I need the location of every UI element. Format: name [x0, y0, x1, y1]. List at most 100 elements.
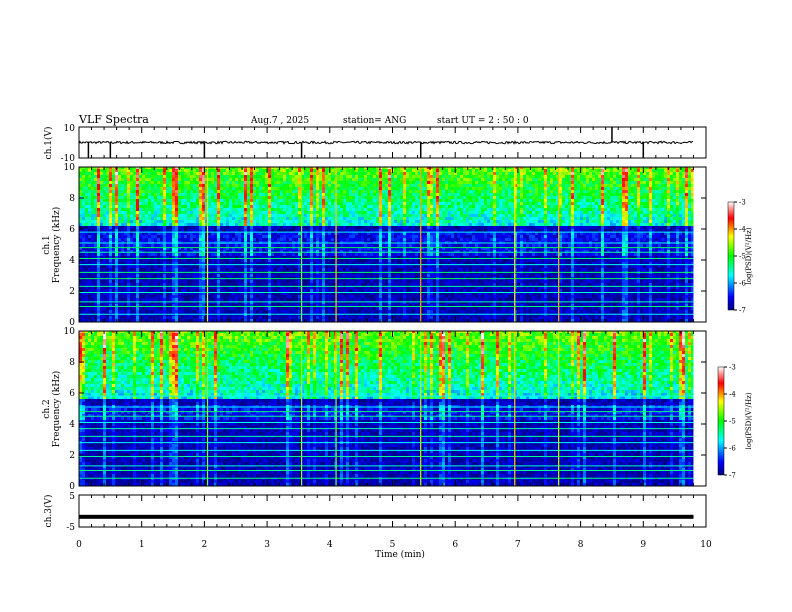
- spectrogram-cell: [85, 205, 88, 208]
- spectrogram-cell: [358, 289, 361, 292]
- spectrogram-cell: [271, 289, 274, 292]
- spectrogram-cell: [109, 307, 112, 310]
- spectrogram-cell: [91, 319, 94, 322]
- spectrogram-cell: [91, 256, 94, 259]
- spectrogram-cell: [283, 307, 286, 310]
- spectrogram-cell: [205, 229, 208, 232]
- spectrogram-cell: [313, 232, 316, 235]
- spectrogram-cell: [160, 202, 163, 205]
- spectrogram-cell: [331, 298, 334, 301]
- spectrogram-cell: [307, 280, 310, 283]
- spectrogram-cell: [265, 310, 268, 313]
- spectrogram-cell: [112, 316, 115, 319]
- spectrogram-cell: [271, 169, 274, 172]
- spectrogram-cell: [82, 220, 85, 223]
- spectrogram-cell: [160, 172, 163, 175]
- spectrogram-cell: [121, 169, 124, 172]
- spectrogram-cell: [181, 217, 184, 220]
- spectrogram-cell: [121, 196, 124, 199]
- spectrogram-cell: [229, 238, 232, 241]
- spectrogram-cell: [124, 247, 127, 250]
- spectrogram-cell: [337, 235, 340, 238]
- spectrogram-cell: [196, 229, 199, 232]
- spectrogram-cell: [343, 238, 346, 241]
- spectrogram-cell: [91, 301, 94, 304]
- spectrogram-cell: [250, 319, 253, 322]
- spectrogram-cell: [121, 298, 124, 301]
- spectrogram-cell: [172, 274, 175, 277]
- spectrogram-cell: [148, 229, 151, 232]
- spectrogram-cell: [217, 244, 220, 247]
- spectrogram-cell: [238, 211, 241, 214]
- spectrogram-cell: [109, 220, 112, 223]
- spectrogram-cell: [205, 217, 208, 220]
- spectrogram-cell: [139, 244, 142, 247]
- spectrogram-cell: [202, 220, 205, 223]
- spectrogram-cell: [136, 256, 139, 259]
- spectrogram-cell: [130, 167, 133, 169]
- spectrogram-cell: [175, 268, 178, 271]
- spectrogram-cell: [262, 229, 265, 232]
- spectrogram-cell: [352, 295, 355, 298]
- spectrogram-cell: [91, 235, 94, 238]
- spectrogram-cell: [238, 304, 241, 307]
- spectrogram-cell: [205, 310, 208, 313]
- spectrogram-cell: [181, 268, 184, 271]
- spectrogram-cell: [214, 172, 217, 175]
- spectrogram-cell: [358, 295, 361, 298]
- spectrogram-cell: [88, 172, 91, 175]
- spectrogram-cell: [322, 167, 325, 169]
- spectrogram-cell: [142, 262, 145, 265]
- spectrogram-cell: [268, 262, 271, 265]
- spectrogram-cell: [130, 298, 133, 301]
- spectrogram-cell: [352, 307, 355, 310]
- spectrogram-cell: [232, 262, 235, 265]
- spectrogram-cell: [307, 244, 310, 247]
- spectrogram-cell: [169, 262, 172, 265]
- spectrogram-cell: [277, 229, 280, 232]
- spectrogram-cell: [214, 229, 217, 232]
- spectrogram-cell: [88, 301, 91, 304]
- spectrogram-cell: [346, 172, 349, 175]
- spectrogram-cell: [220, 232, 223, 235]
- spectrogram-cell: [253, 178, 256, 181]
- station-label: station= ANG: [343, 116, 406, 126]
- spectrogram-cell: [196, 274, 199, 277]
- spectrogram-cell: [277, 167, 280, 169]
- spectrogram-cell: [241, 295, 244, 298]
- spectrogram-cell: [163, 265, 166, 268]
- spectrogram-cell: [223, 253, 226, 256]
- spectrogram-cell: [97, 298, 100, 301]
- spectrogram-cell: [97, 223, 100, 226]
- spectrogram-cell: [244, 208, 247, 211]
- spectrogram-cell: [337, 167, 340, 169]
- spectrogram-cell: [277, 196, 280, 199]
- spectrogram-cell: [355, 259, 358, 262]
- spectrogram-cell: [106, 172, 109, 175]
- spectrogram-cell: [124, 178, 127, 181]
- spectrogram-cell: [157, 295, 160, 298]
- spectrogram-cell: [217, 253, 220, 256]
- spectrogram-cell: [301, 238, 304, 241]
- spectrogram-cell: [169, 286, 172, 289]
- spectrogram-cell: [256, 193, 259, 196]
- spectrogram-cell: [163, 211, 166, 214]
- spectrogram-cell: [175, 247, 178, 250]
- spectrogram-cell: [142, 295, 145, 298]
- spectrogram-cell: [295, 238, 298, 241]
- spectrogram-cell: [283, 217, 286, 220]
- spectrogram-cell: [343, 211, 346, 214]
- spectrogram-cell: [88, 304, 91, 307]
- spectrogram-cell: [160, 253, 163, 256]
- spectrogram-cell: [187, 310, 190, 313]
- spectrogram-cell: [154, 199, 157, 202]
- spectrogram-cell: [283, 223, 286, 226]
- spectrogram-cell: [250, 226, 253, 229]
- spectrogram-cell: [160, 196, 163, 199]
- spectrogram-cell: [298, 310, 301, 313]
- spectrogram-cell: [220, 184, 223, 187]
- spectrogram-cell: [244, 292, 247, 295]
- spectrogram-cell: [310, 235, 313, 238]
- spectrogram-cell: [130, 181, 133, 184]
- spectrogram-cell: [322, 229, 325, 232]
